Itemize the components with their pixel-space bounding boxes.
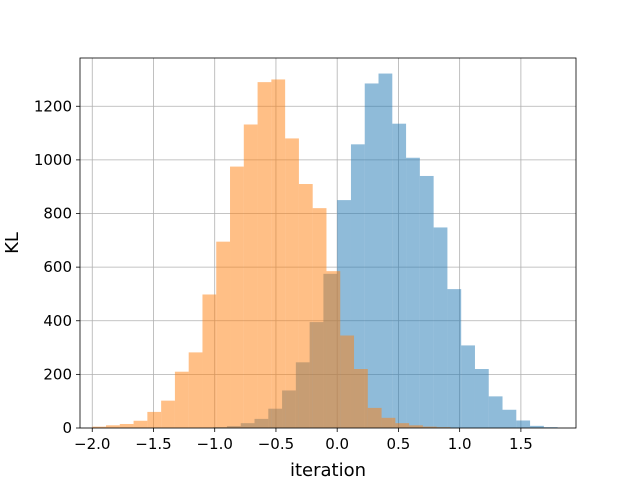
histogram-bar-series-2 [188, 352, 203, 428]
y-tick-label: 1200 [34, 97, 72, 115]
histogram-bar-series-2 [133, 420, 148, 428]
histogram-bar-series-2 [436, 427, 451, 428]
y-tick-label: 400 [43, 312, 72, 330]
histogram-bar-series-2 [285, 138, 299, 428]
x-tick-label: −0.5 [258, 435, 294, 453]
x-tick-label: −1.0 [196, 435, 232, 453]
histogram-bar-series-1 [502, 409, 517, 428]
x-tick-label: 0.0 [325, 435, 349, 453]
histogram-bar-series-2 [395, 423, 410, 428]
histogram-bar-series-1 [530, 425, 544, 428]
histogram-bar-series-2 [119, 423, 134, 428]
x-axis-label: iteration [290, 460, 366, 480]
histogram-bar-series-2 [243, 124, 258, 429]
x-tick-label: 0.5 [386, 435, 410, 453]
histogram-bar-series-2 [271, 79, 286, 428]
histogram-bar-series-2 [422, 426, 437, 428]
y-tick-label: 1000 [34, 151, 72, 169]
histogram-bar-series-2 [367, 407, 382, 428]
histogram-bars [92, 73, 558, 429]
y-tick-label: 600 [43, 258, 72, 276]
histogram-bar-series-1 [392, 123, 407, 428]
histogram-bar-series-2 [354, 369, 368, 428]
histogram-bar-series-1 [406, 157, 420, 428]
histogram-bar-series-2 [174, 371, 189, 428]
y-tick-label: 0 [62, 419, 72, 437]
histogram-bar-series-1 [516, 420, 531, 428]
histogram-bar-series-1 [378, 73, 393, 429]
histogram-bar-series-2 [161, 400, 175, 428]
histogram-bar-series-1 [447, 289, 462, 428]
x-tick-label: −2.0 [74, 435, 110, 453]
histogram-bar-series-1 [419, 175, 434, 428]
histogram-bar-series-2 [230, 166, 244, 428]
histogram-bar-series-2 [202, 294, 217, 428]
y-tick-label: 800 [43, 205, 72, 223]
histogram-bar-series-2 [147, 411, 162, 428]
axis-ticks: −2.0 −1.5 −1.0 −0.5 0.0 0.5 1.0 1.5 0 200 400 600 80… [34, 97, 533, 453]
histogram-bar-series-2 [340, 335, 355, 428]
histogram-bar-series-2 [92, 426, 107, 428]
histogram-bar-series-1 [474, 369, 489, 428]
x-tick-label: 1.0 [448, 435, 472, 453]
histogram-bar-series-2 [216, 241, 231, 428]
plot-frame [79, 57, 577, 429]
histogram-bar-series-1 [364, 83, 379, 429]
y-tick-label: 200 [43, 365, 72, 383]
x-tick-label: −1.5 [135, 435, 171, 453]
histogram-bar-series-2 [312, 208, 327, 428]
y-axis-label: KL [2, 232, 23, 254]
x-tick-label: 1.5 [509, 435, 533, 453]
histogram-bar-series-2 [298, 184, 313, 428]
histogram-bar-series-2 [106, 425, 120, 428]
histogram-bar-series-1 [433, 227, 448, 428]
histogram-bar-series-1 [461, 345, 475, 428]
histogram-bar-series-1 [543, 427, 558, 428]
histogram-bar-series-1 [488, 396, 503, 428]
histogram-bar-series-2 [409, 425, 423, 428]
histogram-bar-series-2 [257, 82, 272, 428]
histogram-bar-series-2 [381, 417, 396, 428]
histogram-bar-series-2 [326, 271, 341, 428]
histogram-bar-series-1 [350, 144, 365, 429]
